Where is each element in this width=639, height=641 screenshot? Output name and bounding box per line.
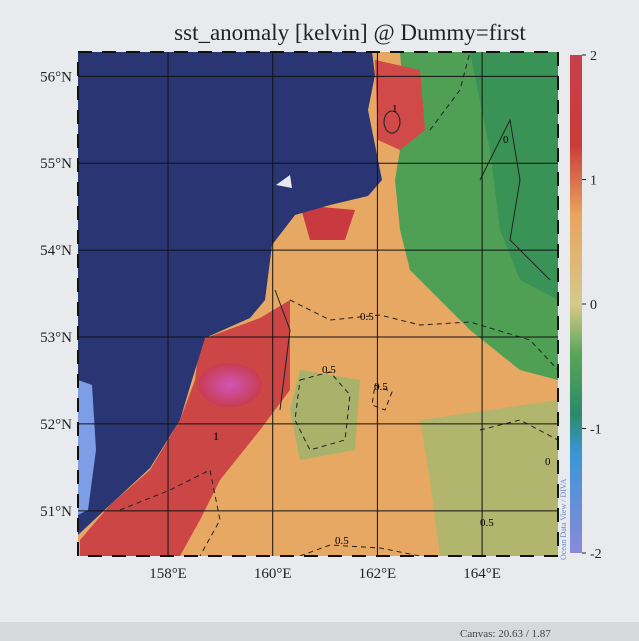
green-dark	[470, 52, 558, 300]
contours-solid	[274, 110, 551, 411]
credit: Ocean Data View / DIVA	[559, 478, 568, 560]
lon-label: 160°E	[254, 566, 292, 582]
warm-patch	[300, 205, 355, 240]
lat-label: 53°N	[40, 330, 72, 346]
island	[276, 175, 292, 188]
contour-label: 0.5	[480, 517, 494, 529]
map-frame	[77, 51, 559, 557]
contour-label: 1	[213, 429, 219, 443]
contour-label: 0.5	[360, 311, 374, 323]
colorbar	[570, 55, 582, 553]
green-patch	[290, 370, 360, 460]
lon-label: 162°E	[359, 566, 397, 582]
lat-label: 51°N	[40, 504, 72, 520]
lon-label: 158°E	[149, 566, 187, 582]
contour-label: 0.5	[322, 364, 336, 376]
land-light	[78, 380, 96, 515]
contour-label: 0	[545, 456, 551, 468]
contour-label: 0.5	[335, 535, 349, 547]
contour-label: 0	[503, 134, 509, 146]
contours	[119, 52, 558, 556]
lon-label: 164°E	[463, 566, 501, 582]
warm-core	[198, 363, 262, 407]
colorbar-label: -2	[590, 547, 602, 562]
colorbar-label: 2	[590, 49, 597, 64]
contour-label: 0.5	[374, 381, 388, 393]
map-title: sst_anomaly [kelvin] @ Dummy=first	[174, 20, 526, 45]
green-patch	[420, 400, 558, 556]
lat-label: 56°N	[40, 69, 72, 85]
colorbar-label: 0	[590, 298, 597, 313]
colorbar-label: 1	[590, 174, 597, 189]
contour-label: 1	[392, 103, 398, 115]
colorbar-label: -1	[590, 423, 602, 438]
grid	[78, 52, 558, 556]
lat-label: 52°N	[40, 417, 72, 433]
land	[78, 52, 382, 535]
lat-label: 54°N	[40, 243, 72, 259]
warm-north	[375, 60, 425, 150]
lat-label: 55°N	[40, 156, 72, 172]
status-bar	[0, 622, 639, 641]
map-field	[78, 52, 558, 556]
status-text: Canvas: 20.63 / 1.87	[460, 628, 551, 640]
